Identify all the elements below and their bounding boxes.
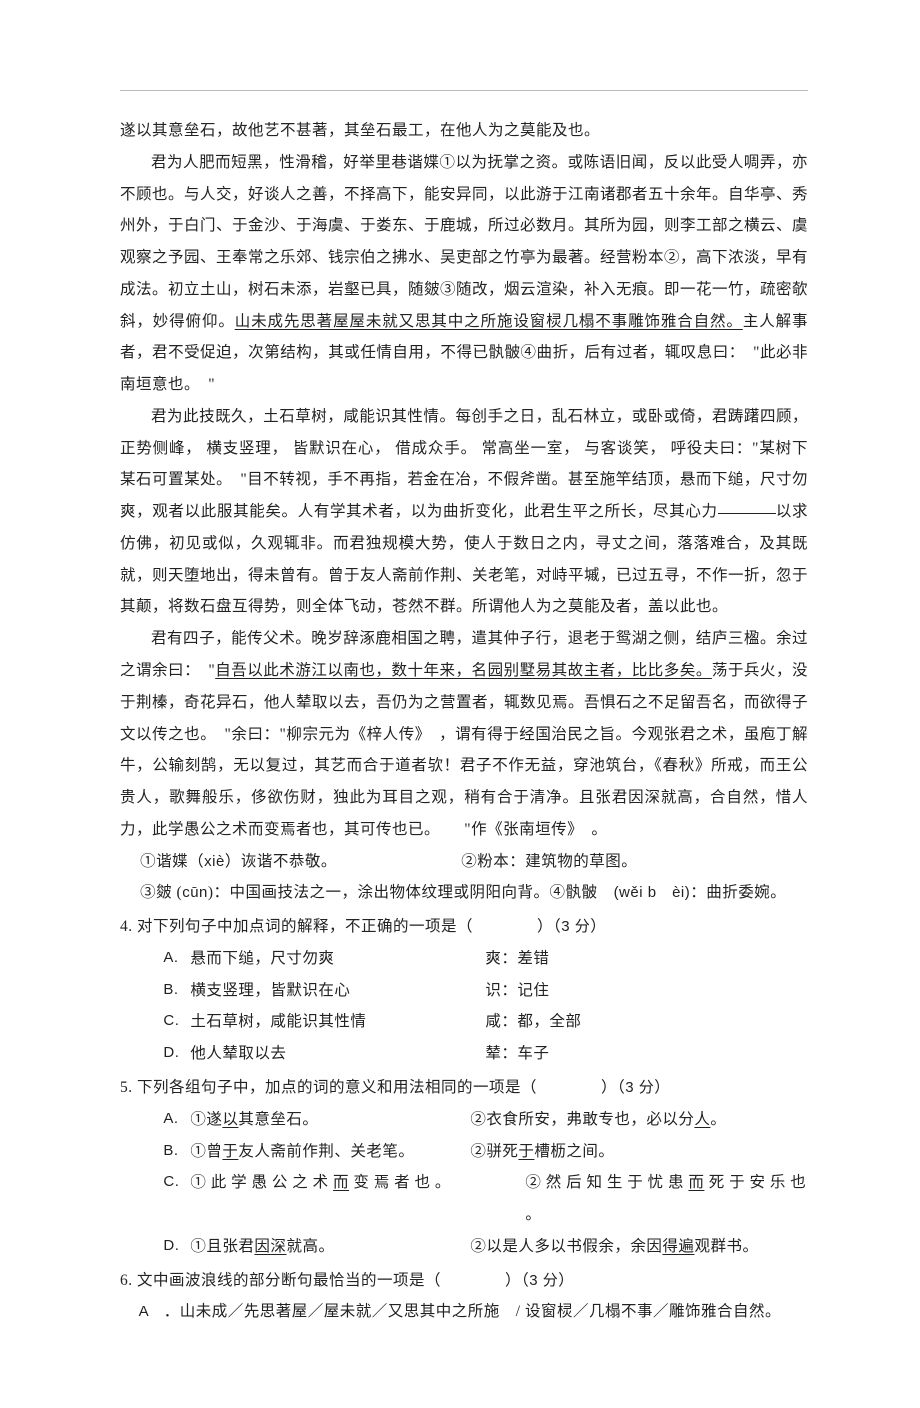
q5-a-right: ②衣食所安，弗敢专也，必以分人。: [470, 1104, 808, 1136]
q5-c-label: C.: [163, 1167, 190, 1231]
q5-stem-a: 5. 下列各组句子中，加点的词的意义和用法相同的一项是（ ）（: [120, 1079, 625, 1096]
q4-c-label: C.: [163, 1006, 190, 1038]
q5-d-left: ①且张君因深就高。: [190, 1231, 470, 1263]
q5-a-left: ①遂以其意垒石。: [190, 1104, 470, 1136]
question-4-options: A. 悬而下缒，尺寸勿爽 爽：差错 B. 横支竖理，皆默识在心 识：记住 C. …: [120, 943, 808, 1070]
note-1b: ）诙谐不恭敬。: [225, 853, 337, 870]
note-2: ②粉本：建筑物的草图。: [461, 846, 637, 878]
q5-c-left: ① 此 学 愚 公 之 术 而 变 焉 者 也 。: [190, 1167, 525, 1231]
p3-blank-underline: [718, 513, 776, 514]
q4-stem-a: 4. 对下列句子中加点词的解释，不正确的一项是（ ）（: [120, 918, 561, 935]
q5-c-right: ② 然 后 知 生 于 忧 患 而 死 于 安 乐 也 。: [525, 1167, 808, 1231]
q5-d-label: D.: [163, 1231, 190, 1263]
p4-text-b: 荡于兵火，没于荆榛，奇花异石，他人辇取以去，吾仍为之营置者，辄数见焉。吾惧石之不…: [120, 662, 808, 838]
note-1a: ①谐媟（: [140, 853, 204, 870]
passage-p1: 遂以其意垒石，故他艺不甚著，其垒石最工，在他人为之莫能及也。: [120, 115, 808, 147]
q6-option-a[interactable]: A ．山未成／先思著屋／屋未就／又思其中之所施 / 设窗棂／几榻不事／雕饰雅合自…: [139, 1296, 808, 1328]
header-rule: [120, 90, 808, 91]
q4-stem-b: ）: [590, 918, 606, 935]
q4-c-left: 土石草树，咸能识其性情: [190, 1006, 485, 1038]
q4-option-c[interactable]: C. 土石草树，咸能识其性情 咸：都，全部: [163, 1006, 808, 1038]
q4-d-label: D.: [163, 1038, 190, 1070]
q4-option-a[interactable]: A. 悬而下缒，尺寸勿爽 爽：差错: [163, 943, 808, 975]
note-1-pinyin: xiè: [204, 853, 225, 870]
q4-b-right: 识：记住: [485, 975, 808, 1007]
p4-underlined: 自吾以此术游江以南也，数十年来，名园别墅易其故主者，比比多矣。: [215, 662, 712, 679]
q4-c-right: 咸：都，全部: [485, 1006, 808, 1038]
question-6-options: A ．山未成／先思著屋／屋未就／又思其中之所施 / 设窗棂／几榻不事／雕饰雅合自…: [120, 1296, 808, 1328]
question-6-stem: 6. 文中画波浪线的部分断句最恰当的一项是（ ）（3 分）: [120, 1265, 808, 1297]
p2-text-a: 君为人肥而短黑，性滑稽，好举里巷谐媟①以为抚掌之资。或陈语旧闻，反以此受人啁弄，…: [120, 154, 808, 330]
q6-a-text: ．山未成／先思著屋／屋未就／又思其中之所施 / 设窗棂／几榻不事／雕饰雅合自然。: [164, 1303, 781, 1320]
q4-a-label: A.: [163, 943, 190, 975]
note-3b: )：中国画技法之一，涂出物体纹理或阴阳向背。: [208, 884, 550, 901]
q4-a-right: 爽：差错: [485, 943, 808, 975]
footnote-line-1: ①谐媟（xiè）诙谐不恭敬。 ②粉本：建筑物的草图。: [140, 846, 808, 878]
q4-option-b[interactable]: B. 横支竖理，皆默识在心 识：记住: [163, 975, 808, 1007]
q4-d-left: 他人辇取以去: [190, 1038, 485, 1070]
footnotes: ①谐媟（xiè）诙谐不恭敬。 ②粉本：建筑物的草图。 ③皴 (cūn)：中国画技…: [120, 846, 808, 910]
question-5-options: A. ①遂以其意垒石。 ②衣食所安，弗敢专也，必以分人。 B. ①曾于友人斋前作…: [120, 1104, 808, 1263]
note-4-pinyin: (wěi b èi): [614, 884, 691, 901]
note-4b: ：曲折委婉。: [690, 884, 786, 901]
q4-points: 3 分: [561, 918, 590, 935]
q6-stem-b: ）: [558, 1272, 574, 1289]
note-3-pinyin: cūn: [182, 884, 208, 901]
passage-p4: 君有四子，能传父术。晚岁辞涿鹿相国之聘，遣其仲子行，退老于鸳湖之侧，结庐三楹。余…: [120, 623, 808, 845]
note-4a: ④骫骳: [550, 884, 614, 901]
document-page: 遂以其意垒石，故他艺不甚著，其垒石最工，在他人为之莫能及也。 君为人肥而短黑，性…: [0, 0, 920, 1408]
p3-text-mid: 人有学其术者，以为曲折变化，此君生平之所长，尽其心力: [298, 503, 718, 520]
question-4-stem: 4. 对下列句子中加点词的解释，不正确的一项是（ ）（3 分）: [120, 911, 808, 943]
q4-d-right: 辇：车子: [485, 1038, 808, 1070]
q5-b-label: B.: [163, 1136, 190, 1168]
passage-p2: 君为人肥而短黑，性滑稽，好举里巷谐媟①以为抚掌之资。或陈语旧闻，反以此受人啁弄，…: [120, 147, 808, 401]
q5-option-b[interactable]: B. ①曾于友人斋前作荆、关老笔。 ②骈死于槽枥之间。: [163, 1136, 808, 1168]
q6-stem-a: 6. 文中画波浪线的部分断句最恰当的一项是（ ）（: [120, 1272, 529, 1289]
p2-underlined: 山未成先思著屋屋未就又思其中之所施设窗棂几榻不事雕饰雅合自然。: [235, 313, 743, 330]
q4-b-label: B.: [163, 975, 190, 1007]
q4-a-left: 悬而下缒，尺寸勿爽: [190, 943, 485, 975]
question-5-stem: 5. 下列各组句子中，加点的词的意义和用法相同的一项是（ ）（3 分）: [120, 1072, 808, 1104]
q5-option-a[interactable]: A. ①遂以其意垒石。 ②衣食所安，弗敢专也，必以分人。: [163, 1104, 808, 1136]
footnote-line-2: ③皴 (cūn)：中国画技法之一，涂出物体纹理或阴阳向背。④骫骳 (wěi b …: [140, 877, 808, 909]
q4-b-left: 横支竖理，皆默识在心: [190, 975, 485, 1007]
q4-option-d[interactable]: D. 他人辇取以去 辇：车子: [163, 1038, 808, 1070]
q5-points: 3 分: [625, 1079, 654, 1096]
q5-stem-b: ）: [654, 1079, 670, 1096]
q6-points: 3 分: [529, 1272, 558, 1289]
q5-b-right: ②骈死于槽枥之间。: [470, 1136, 808, 1168]
q5-d-right: ②以是人多以书假余，余因得遍观群书。: [470, 1231, 808, 1263]
q5-option-c[interactable]: C. ① 此 学 愚 公 之 术 而 变 焉 者 也 。 ② 然 后 知 生 于…: [163, 1167, 808, 1231]
q5-b-left: ①曾于友人斋前作荆、关老笔。: [190, 1136, 470, 1168]
passage-p3: 君为此技既久，土石草树，咸能识其性情。每创手之日，乱石林立，或卧或倚，君踌躇四顾…: [120, 401, 808, 623]
q5-a-label: A.: [163, 1104, 190, 1136]
q6-a-label: A: [139, 1303, 164, 1320]
note-3a: ③皴 (: [140, 884, 182, 901]
q5-option-d[interactable]: D. ①且张君因深就高。 ②以是人多以书假余，余因得遍观群书。: [163, 1231, 808, 1263]
